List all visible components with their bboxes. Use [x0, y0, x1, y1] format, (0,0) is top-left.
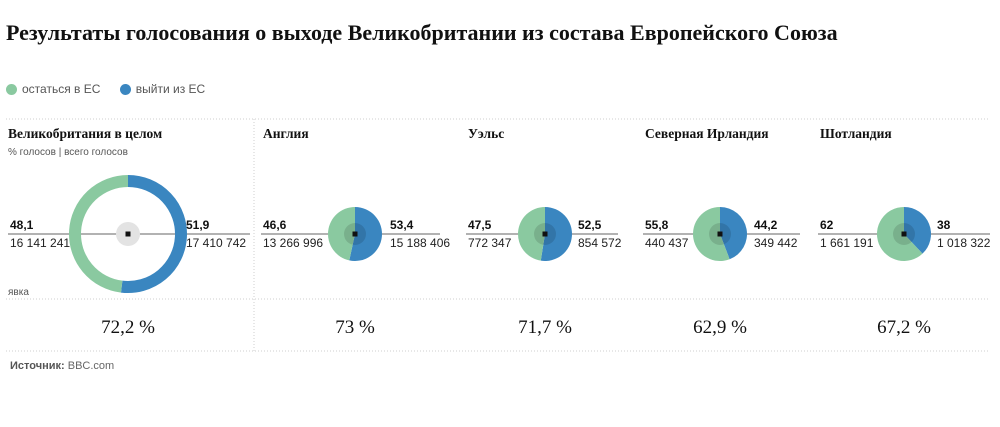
page-title: Результаты голосования о выходе Великобр…	[6, 20, 838, 45]
leave-slice	[540, 207, 572, 261]
pie-center-marker	[717, 231, 723, 237]
remain-slice	[328, 207, 355, 261]
pie-center-marker	[901, 231, 907, 237]
source-note: Источник: BBC.com	[10, 360, 114, 372]
leave-slice	[904, 207, 932, 254]
leave-slice	[720, 207, 747, 260]
region-name: Великобритания в целом	[8, 126, 162, 141]
leave-pct: 38	[937, 218, 951, 232]
remain-votes: 16 141 241	[10, 236, 70, 250]
legend-item-remain: остаться в ЕС	[6, 82, 100, 96]
turnout-value: 62,9 %	[693, 317, 747, 338]
leave-slice	[349, 207, 383, 261]
region-name: Англия	[263, 126, 309, 141]
legend: остаться в ЕС выйти из ЕС	[6, 82, 221, 98]
leave-votes: 1 018 322	[937, 236, 991, 250]
region-name: Уэльс	[468, 126, 504, 141]
turnout-value: 71,7 %	[518, 317, 572, 338]
remain-pct: 62	[820, 218, 834, 232]
region-name: Шотландия	[820, 126, 892, 141]
turnout-value: 67,2 %	[877, 317, 931, 338]
remain-pct: 55,8	[645, 218, 669, 232]
source-label: Источник:	[10, 360, 65, 372]
legend-item-leave: выйти из ЕС	[119, 82, 206, 96]
legend-remain-swatch	[6, 83, 17, 95]
legend-remain-label: остаться в ЕС	[22, 82, 101, 96]
remain-votes: 1 661 191	[820, 236, 874, 250]
remain-pct: 46,6	[263, 218, 287, 232]
leave-pct: 53,4	[390, 218, 414, 232]
pie-center-marker	[542, 231, 548, 237]
remain-votes: 13 266 996	[263, 236, 323, 250]
region-name: Северная Ирландия	[645, 126, 769, 141]
legend-leave-label: выйти из ЕС	[135, 82, 206, 96]
remain-pct: 47,5	[468, 218, 492, 232]
remain-slice	[877, 207, 923, 261]
leave-votes: 349 442	[754, 236, 798, 250]
legend-leave-swatch	[119, 83, 131, 95]
remain-slice	[692, 207, 730, 262]
leave-votes: 15 188 406	[390, 236, 450, 250]
leave-pct: 52,5	[578, 218, 602, 232]
turnout-value: 73 %	[335, 317, 375, 338]
remain-votes: 440 437	[645, 236, 689, 250]
source-text: BBC.com	[67, 360, 115, 372]
leave-votes: 17 410 742	[186, 236, 246, 250]
region-subtitle: % голосов | всего голосов	[8, 147, 128, 158]
turnout-value: 72,2 %	[101, 317, 155, 338]
leave-arc	[120, 175, 187, 293]
remain-slice	[517, 207, 545, 261]
pie-center-marker	[125, 231, 131, 237]
remain-pct: 48,1	[10, 218, 34, 232]
pie-center-marker	[352, 231, 358, 237]
remain-arc	[69, 175, 129, 293]
remain-votes: 772 347	[468, 236, 512, 250]
leave-pct: 51,9	[186, 218, 210, 232]
turnout-label: явка	[8, 287, 29, 298]
leave-pct: 44,2	[754, 218, 778, 232]
leave-votes: 854 572	[578, 236, 622, 250]
